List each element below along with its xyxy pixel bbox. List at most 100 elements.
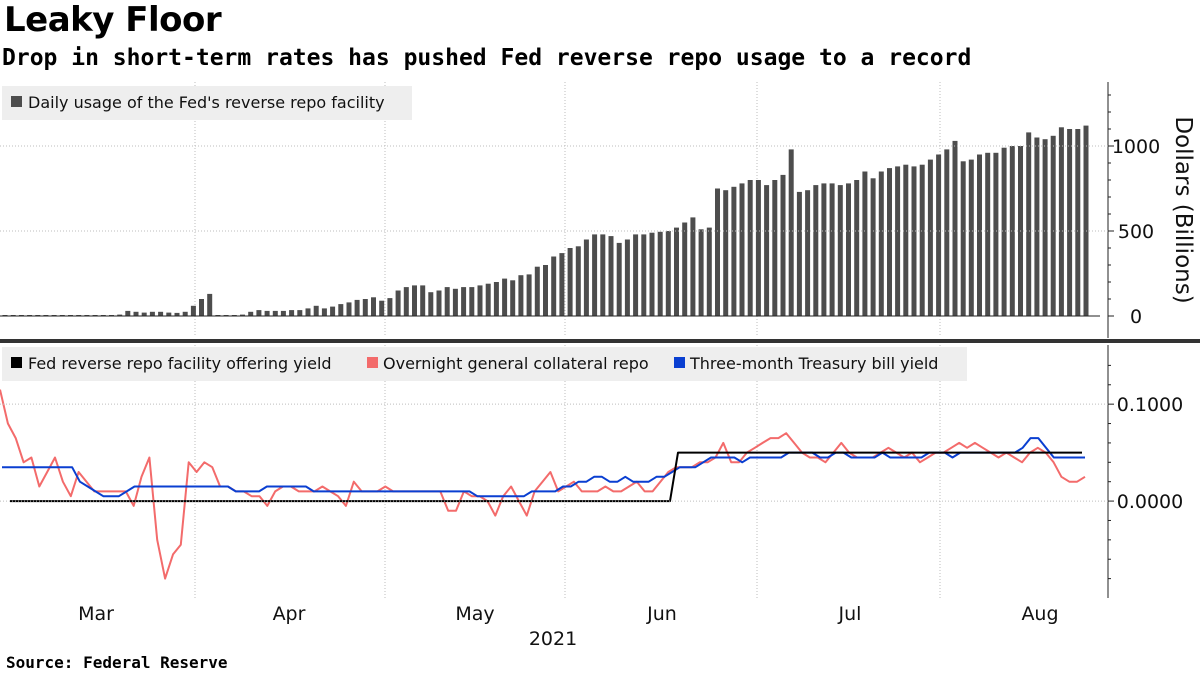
legend-label-usage: Daily usage of the Fed's reverse repo fa… [28,93,385,112]
usage-bar [305,308,311,316]
usage-bar [723,190,729,316]
usage-bar [395,290,401,316]
legend-label-overnight-repo: Overnight general collateral repo [383,354,649,373]
usage-bar [387,298,393,316]
usage-bar [256,310,262,317]
usage-bar [125,310,131,316]
usage-bar [805,190,811,316]
top-y-axis-title: Dollars (Billions) [1170,116,1196,303]
usage-bar [747,180,753,316]
usage-bar [346,302,352,316]
top-y-tick-label: 500 [1118,221,1154,243]
usage-bar [1026,132,1032,316]
usage-bar [862,171,868,316]
chart-subtitle: Drop in short-term rates has pushed Fed … [2,45,972,71]
usage-bar [461,287,467,316]
usage-bar [960,161,966,316]
chart-title: Leaky Floor [4,0,222,40]
bottom-legend-box [2,347,967,381]
usage-bar [133,311,139,317]
usage-bar [895,166,901,316]
usage-bar [182,311,188,317]
usage-bar [1075,129,1081,316]
x-axis: Mar Apr May Jun Jul Aug [78,603,1058,625]
usage-bar [313,305,319,316]
usage-bar [1050,135,1056,316]
usage-bar [420,285,426,316]
x-axis-month-label: Jul [838,603,862,625]
usage-bar [289,310,295,317]
usage-bar [166,312,172,316]
usage-bar [788,149,794,316]
usage-bar [412,285,417,316]
usage-bar [321,308,327,316]
usage-bar [436,290,442,316]
usage-bar [878,171,884,316]
usage-bar [764,185,770,316]
usage-bar [174,312,180,316]
usage-bar [608,236,614,316]
usage-bar [715,188,720,316]
usage-bar [887,168,892,316]
usage-bar [985,152,991,316]
usage-bar [551,256,557,316]
usage-bar [846,183,851,316]
source-note: Source: Federal Reserve [6,653,228,672]
legend-label-tbill: Three-month Treasury bill yield [689,354,938,373]
usage-bar [1058,127,1064,316]
usage-bar [624,239,630,316]
usage-bar [674,227,679,316]
usage-bar [297,310,303,317]
legend-swatch-tbill [674,357,685,368]
usage-bar [117,314,123,316]
x-axis-month-label: Aug [1021,603,1058,625]
usage-bar [616,242,622,316]
usage-bar [993,152,999,316]
usage-bar [1083,125,1089,316]
usage-bar [264,310,270,316]
usage-bar [240,314,245,316]
usage-bar [354,299,360,316]
x-axis-year-label: 2021 [529,628,577,650]
usage-bar [567,248,573,316]
usage-bar [444,287,450,316]
usage-bar [280,310,286,316]
usage-bar [1067,129,1073,316]
usage-bar [682,222,688,316]
legend-swatch-usage [11,96,22,107]
usage-bar [633,234,639,316]
line-series [0,389,1086,580]
usage-bar [919,164,925,316]
usage-bar [870,178,876,316]
x-axis-month-label: Mar [78,603,114,625]
usage-bar [190,305,196,316]
usage-bar [1001,147,1007,316]
top-y-tick-label: 0 [1130,306,1142,328]
top-y-axis: 0 500 1000 [0,82,1160,338]
usage-bar [403,287,409,316]
usage-bar [575,246,581,316]
usage-bar [911,166,917,316]
panel-divider [0,339,1200,343]
bottom-y-tick-label: 0.1000 [1117,394,1183,416]
legend-label-fed-yield: Fed reverse repo facility offering yield [28,354,332,373]
usage-bar [927,159,933,316]
usage-bar [330,306,336,316]
usage-bar [559,253,565,316]
bar-series [2,125,1089,317]
usage-bar [510,280,516,316]
usage-bar [665,231,671,316]
usage-bar [141,312,147,316]
x-axis-month-label: Jun [646,603,677,625]
usage-bar [1009,146,1015,316]
usage-bar [583,239,589,316]
usage-bar [207,293,213,316]
usage-bar [534,266,540,316]
usage-bar [526,274,532,316]
usage-bar [952,140,958,316]
usage-bar [706,227,712,316]
tbill-line [2,437,1085,498]
usage-bar [158,311,164,317]
usage-bar [543,265,548,316]
